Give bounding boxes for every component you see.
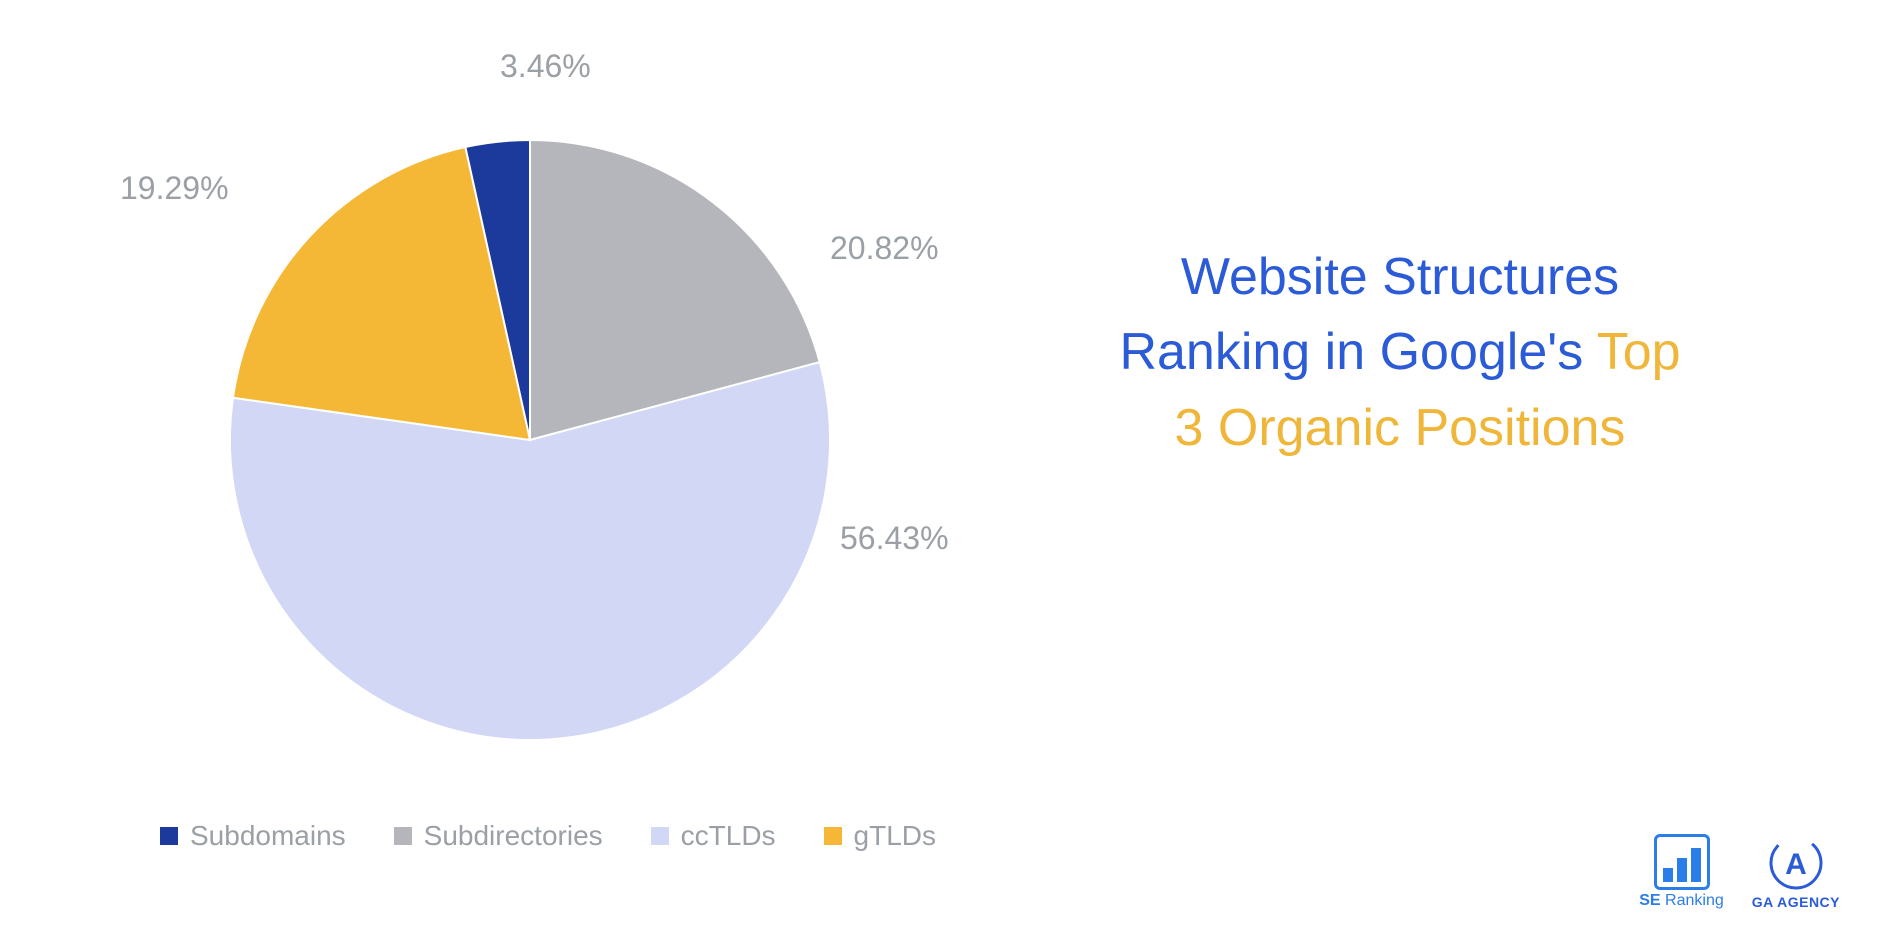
- ga-icon: A: [1767, 834, 1825, 892]
- legend-label: Subdomains: [190, 820, 346, 852]
- slice-label-subdomains: 3.46%: [500, 48, 591, 85]
- legend-label: Subdirectories: [424, 820, 603, 852]
- logo-ga-agency: A GA AGENCY: [1752, 834, 1840, 910]
- legend-label: gTLDs: [854, 820, 936, 852]
- figure-canvas: 3.46% 20.82% 56.43% 19.29% Subdomains Su…: [0, 0, 1900, 950]
- legend-item-subdirectories: Subdirectories: [394, 820, 603, 852]
- title-span-primary: Ranking in Google's: [1119, 323, 1596, 381]
- logos: SE Ranking A GA AGENCY: [1639, 834, 1840, 910]
- legend-item-cctlds: ccTLDs: [651, 820, 776, 852]
- svg-text:A: A: [1785, 848, 1807, 881]
- legend-swatch: [394, 827, 412, 845]
- title-line-3: 3 Organic Positions: [1020, 391, 1780, 466]
- logo-ga-text: GA AGENCY: [1752, 894, 1840, 910]
- legend-swatch: [160, 827, 178, 845]
- slice-label-gtlds: 19.29%: [120, 170, 229, 207]
- title-line-1: Website Structures: [1020, 240, 1780, 315]
- legend-label: ccTLDs: [681, 820, 776, 852]
- pie-chart: [220, 130, 840, 750]
- legend-item-gtlds: gTLDs: [824, 820, 936, 852]
- title-span-accent: Top: [1597, 323, 1681, 381]
- legend-swatch: [824, 827, 842, 845]
- slice-label-subdirectories: 20.82%: [830, 230, 939, 267]
- legend: Subdomains Subdirectories ccTLDs gTLDs: [160, 820, 936, 852]
- legend-item-subdomains: Subdomains: [160, 820, 346, 852]
- slice-label-cctlds: 56.43%: [840, 520, 949, 557]
- logo-se-text: SE Ranking: [1639, 892, 1724, 910]
- chart-area: 3.46% 20.82% 56.43% 19.29% Subdomains Su…: [60, 40, 980, 860]
- title-line-2: Ranking in Google's Top: [1020, 315, 1780, 390]
- title: Website Structures Ranking in Google's T…: [1020, 240, 1780, 466]
- bars-icon: [1654, 834, 1710, 890]
- legend-swatch: [651, 827, 669, 845]
- logo-se-ranking: SE Ranking: [1639, 834, 1724, 910]
